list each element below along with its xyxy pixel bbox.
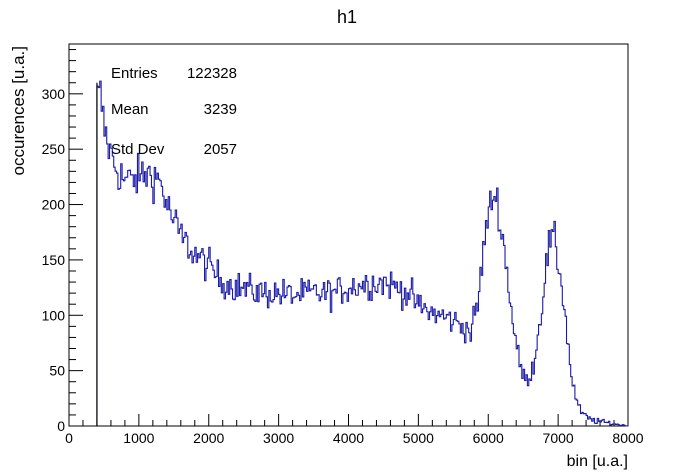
histogram-line (96, 80, 629, 427)
stats-entries-label: Entries (111, 65, 158, 82)
y-tick-label: 250 (42, 141, 66, 157)
stats-stddev-label: Std Dev (111, 141, 165, 158)
y-tick-label: 200 (42, 197, 66, 213)
stats-box: Entries 122328 Mean 3239 Std Dev 2057 (111, 65, 237, 158)
y-axis-label: occurences [u.a.] (9, 46, 28, 175)
x-tick-label: 0 (65, 430, 73, 446)
stats-mean-value: 3239 (204, 101, 237, 118)
stats-mean-label: Mean (111, 101, 149, 118)
x-tick-label: 6000 (473, 430, 504, 446)
y-tick-label: 300 (42, 86, 66, 102)
x-axis: 0 1000 2000 3000 4000 5000 6000 7000 8000 (65, 414, 644, 446)
chart-title: h1 (337, 7, 357, 27)
stats-stddev-value: 2057 (204, 141, 237, 158)
y-axis: 0 50 100 150 200 250 300 (42, 49, 83, 434)
x-tick-label: 3000 (263, 430, 294, 446)
histogram-series (96, 80, 629, 427)
x-tick-label: 2000 (193, 430, 224, 446)
x-tick-label: 4000 (333, 430, 364, 446)
y-tick-label: 50 (49, 363, 65, 379)
x-tick-label: 7000 (543, 430, 574, 446)
y-tick-label: 100 (42, 307, 66, 323)
x-axis-label: bin [u.a.] (567, 453, 628, 470)
x-tick-label: 1000 (123, 430, 154, 446)
stats-entries-value: 122328 (187, 65, 237, 82)
y-tick-label: 150 (42, 252, 66, 268)
y-tick-label: 0 (57, 418, 65, 434)
x-tick-label: 8000 (612, 430, 643, 446)
x-tick-label: 5000 (403, 430, 434, 446)
